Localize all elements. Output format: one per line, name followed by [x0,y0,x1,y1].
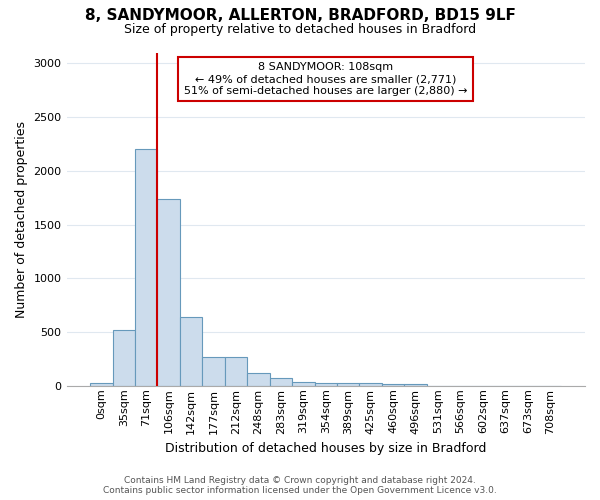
Bar [359,383,382,386]
Bar [180,317,202,386]
Text: Size of property relative to detached houses in Bradford: Size of property relative to detached ho… [124,22,476,36]
Bar [90,383,113,386]
Bar [404,384,427,386]
Bar [157,198,180,386]
Bar [202,358,225,386]
Text: 8, SANDYMOOR, ALLERTON, BRADFORD, BD15 9LF: 8, SANDYMOOR, ALLERTON, BRADFORD, BD15 9… [85,8,515,22]
Bar [225,358,247,386]
Y-axis label: Number of detached properties: Number of detached properties [15,120,28,318]
Bar [382,384,404,386]
Bar [314,382,337,386]
Bar [337,383,359,386]
Bar [113,330,135,386]
X-axis label: Distribution of detached houses by size in Bradford: Distribution of detached houses by size … [165,442,487,455]
Bar [292,382,314,386]
Bar [269,378,292,386]
Text: 8 SANDYMOOR: 108sqm
← 49% of detached houses are smaller (2,771)
51% of semi-det: 8 SANDYMOOR: 108sqm ← 49% of detached ho… [184,62,467,96]
Bar [135,150,157,386]
Bar [247,373,269,386]
Text: Contains HM Land Registry data © Crown copyright and database right 2024.
Contai: Contains HM Land Registry data © Crown c… [103,476,497,495]
